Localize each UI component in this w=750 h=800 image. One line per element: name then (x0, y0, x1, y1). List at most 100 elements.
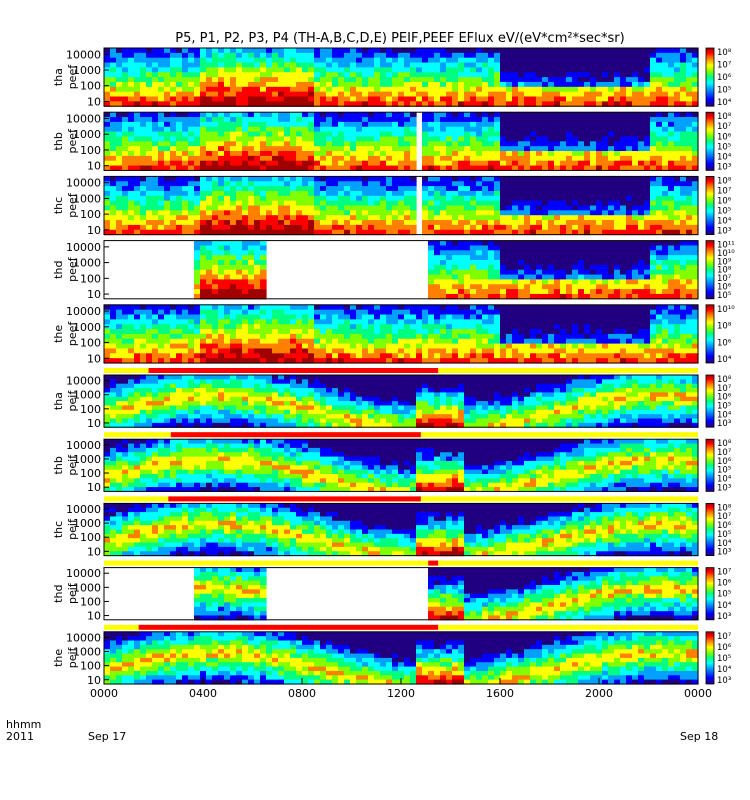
heatmap-cell (182, 190, 189, 197)
heatmap-cell (614, 101, 621, 107)
heatmap-cell (650, 245, 657, 251)
heatmap-cell (398, 131, 405, 138)
heatmap-cell (122, 319, 129, 325)
heatmap-cell (662, 205, 669, 211)
heatmap-cell (596, 224, 603, 231)
heatmap-cell (128, 353, 135, 359)
heatmap-cell (290, 101, 297, 107)
heatmap-cell (164, 229, 171, 236)
heatmap-cell (284, 329, 291, 335)
heatmap-cell (614, 146, 621, 152)
heatmap-cell (332, 52, 339, 59)
heatmap-cell (422, 210, 429, 216)
heatmap-cell (440, 245, 447, 251)
heatmap-cell (176, 62, 183, 68)
heatmap-cell (344, 165, 351, 171)
heatmap-cell (656, 289, 663, 295)
heatmap-cell (320, 165, 327, 171)
heatmap-cell (266, 62, 273, 68)
heatmap-cell (686, 101, 693, 107)
heatmap-cell (164, 195, 171, 202)
heatmap-cell (260, 353, 267, 359)
heatmap-cell (512, 240, 519, 247)
heatmap-cell (374, 48, 381, 54)
heatmap-cell (662, 250, 669, 256)
heatmap-cell (584, 112, 591, 118)
heatmap-cell (530, 160, 537, 167)
heatmap-cell (578, 176, 585, 182)
heatmap-cell (170, 86, 177, 93)
heatmap-cell (212, 333, 219, 340)
heatmap-cell (236, 155, 243, 162)
heatmap-cell (506, 165, 513, 171)
heatmap-cell (290, 348, 297, 354)
heatmap-cell (206, 240, 213, 247)
heatmap-cell (584, 293, 591, 300)
heatmap-cell (602, 205, 609, 211)
heatmap-cell (104, 215, 111, 221)
heatmap-cell (302, 304, 309, 311)
heatmap-cell (296, 160, 303, 167)
heatmap-cell (410, 136, 417, 142)
heatmap-cell (110, 210, 117, 216)
heatmap-cell (314, 324, 321, 330)
heatmap-cell (104, 141, 111, 147)
heatmap-cell (590, 131, 597, 138)
heatmap-cell (524, 224, 531, 231)
heatmap-cell (446, 96, 453, 102)
heatmap-cell (326, 353, 333, 359)
heatmap-cell (554, 176, 561, 182)
heatmap-cell (188, 343, 195, 350)
heatmap-cell (446, 255, 453, 261)
heatmap-cell (548, 48, 555, 54)
heatmap-cell (536, 101, 543, 107)
heatmap-cell (638, 190, 645, 197)
heatmap-cell (218, 151, 225, 157)
heatmap-cell (380, 195, 387, 202)
heatmap-cell (260, 338, 267, 345)
heatmap-cell (290, 190, 297, 197)
heatmap-cell (266, 52, 273, 59)
heatmap-cell (626, 155, 633, 162)
heatmap-cell (644, 67, 651, 73)
heatmap-cell (182, 229, 189, 236)
heatmap-cell (530, 293, 537, 300)
heatmap-cell (662, 200, 669, 207)
heatmap-cell (584, 91, 591, 98)
heatmap-cell (452, 165, 459, 171)
figure-title: P5, P1, P2, P3, P4 (TH-A,B,C,D,E) PEIF,P… (175, 31, 624, 46)
heatmap-cell (212, 131, 219, 138)
heatmap-cell (122, 358, 129, 364)
heatmap-cell (494, 131, 501, 138)
heatmap-cell (314, 329, 321, 335)
heatmap-cell (128, 165, 135, 171)
heatmap-cell (272, 155, 279, 162)
heatmap-cell (542, 77, 549, 83)
heatmap-cell (188, 160, 195, 167)
heatmap-cell (122, 72, 129, 78)
heatmap-cell (224, 146, 231, 152)
heatmap-cell (476, 200, 483, 207)
heatmap-cell (554, 245, 561, 251)
heatmap-cell (158, 155, 165, 162)
heatmap-cell (632, 96, 639, 102)
heatmap-cell (608, 96, 615, 102)
heatmap-cell (158, 77, 165, 83)
heatmap-cell (248, 136, 255, 142)
heatmap-cell (530, 255, 537, 261)
heatmap-cell (212, 67, 219, 73)
heatmap-cell (170, 181, 177, 187)
heatmap-cell (482, 126, 489, 133)
heatmap-cell (116, 131, 123, 138)
heatmap-cell (230, 324, 237, 330)
heatmap-cell (614, 215, 621, 221)
heatmap-cell (374, 151, 381, 157)
heatmap-cell (182, 86, 189, 93)
heatmap-cell (578, 52, 585, 59)
heatmap-cell (404, 77, 411, 83)
heatmap-cell (218, 121, 225, 128)
heatmap-cell (638, 67, 645, 73)
heatmap-cell (368, 146, 375, 152)
heatmap-cell (242, 224, 249, 231)
heatmap-cell (320, 77, 327, 83)
